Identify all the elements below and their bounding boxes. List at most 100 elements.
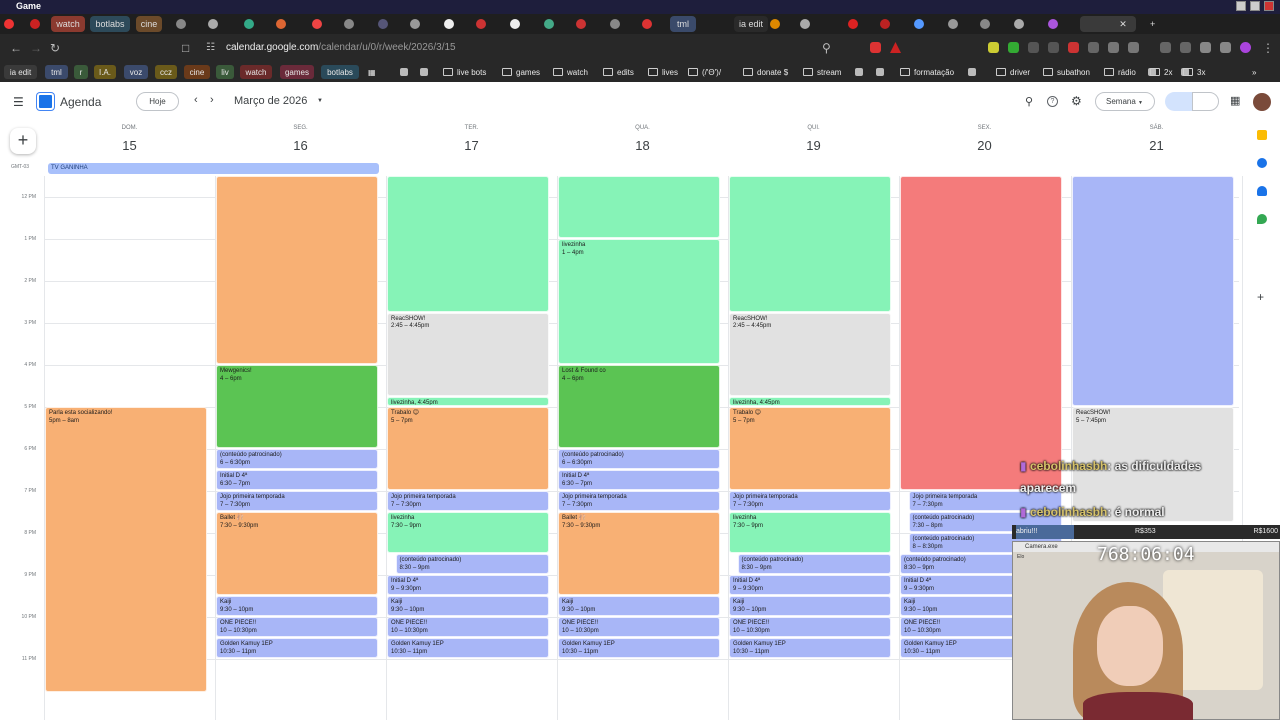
extension-icon[interactable] <box>1180 42 1191 53</box>
extension-icon[interactable] <box>1008 42 1019 53</box>
close-icon[interactable] <box>1264 1 1274 11</box>
zoom-icon[interactable]: ⚲ <box>822 41 831 55</box>
tab-favicon-icon[interactable] <box>208 19 218 29</box>
calendar-event[interactable]: ONE PIECE!! 10 – 10:30pm <box>387 617 549 637</box>
calendar-event[interactable]: livezinha, 4:45pm <box>729 396 891 406</box>
tasks-view-toggle[interactable] <box>1192 92 1219 111</box>
calendar-event[interactable]: ONE PIECE!! 10 – 10:30pm <box>558 617 720 637</box>
extension-icon[interactable] <box>1128 42 1139 53</box>
browser-tab[interactable]: botlabs <box>90 16 130 32</box>
tab-favicon-icon[interactable] <box>30 19 40 29</box>
bookmark-folder[interactable]: rádio <box>1104 65 1136 79</box>
calendar-event[interactable]: Initial D 4ª 9 – 9:30pm <box>729 575 891 595</box>
calendar-event[interactable]: Trabalo 😊 5 – 7pm <box>729 407 891 490</box>
extension-icon[interactable] <box>890 42 901 53</box>
tab-favicon-icon[interactable] <box>378 19 388 29</box>
get-addons-icon[interactable]: + <box>1257 290 1265 304</box>
day-number[interactable]: 16 <box>293 138 308 153</box>
bookmark-folder[interactable]: 3x <box>1183 65 1205 79</box>
tab-favicon-icon[interactable] <box>1048 19 1058 29</box>
maps-icon[interactable] <box>1257 214 1267 224</box>
address-bar[interactable]: calendar.google.com/calendar/u/0/r/week/… <box>200 39 920 57</box>
calendar-event[interactable]: Kaiji 9:30 – 10pm <box>729 596 891 616</box>
tab-favicon-icon[interactable] <box>476 19 486 29</box>
calendar-event[interactable]: Ballet 🩰 7:30 – 9:30pm <box>558 512 720 595</box>
contacts-icon[interactable] <box>1257 186 1267 196</box>
bookmark-folder[interactable]: live bots <box>443 65 486 79</box>
calendar-event[interactable]: (conteúdo patrocinado) 8:30 – 9pm <box>395 554 549 574</box>
minimize-icon[interactable] <box>1236 1 1246 11</box>
bookmark-favicon-icon[interactable] <box>1148 68 1156 76</box>
new-tab-icon[interactable]: + <box>1150 19 1156 29</box>
tab-favicon-icon[interactable] <box>276 19 286 29</box>
calendar-event[interactable]: Golden Kamuy 1EP 10:30 – 11pm <box>387 638 549 658</box>
bookmark-folder[interactable]: games <box>502 65 540 79</box>
search-icon[interactable]: ⚲ <box>1025 96 1034 108</box>
tab-favicon-icon[interactable] <box>980 19 990 29</box>
browser-tab[interactable]: tml <box>670 16 696 32</box>
browser-tab[interactable]: ia edit <box>734 16 768 32</box>
bookmark-chip[interactable]: tml <box>45 65 68 79</box>
bookmark-chip[interactable]: botlabs <box>321 65 359 79</box>
calendar-event[interactable]: Jojo primeira temporada 7 – 7:30pm <box>216 491 378 511</box>
day-number[interactable]: 19 <box>806 138 821 153</box>
bookmark-chip[interactable]: games <box>280 65 314 79</box>
bookmark-folder[interactable]: edits <box>603 65 634 79</box>
shield-icon[interactable] <box>1220 42 1231 53</box>
apps-grid-icon[interactable]: ▦ <box>1230 95 1241 107</box>
tab-favicon-icon[interactable] <box>770 19 780 29</box>
month-dropdown-icon[interactable]: ▼ <box>317 98 323 104</box>
calendar-event[interactable]: Jojo primeira temporada 7 – 7:30pm <box>558 491 720 511</box>
calendar-event[interactable]: (conteúdo patrocinado) 6 – 6:30pm <box>558 449 720 469</box>
calendar-event[interactable]: Jojo primeira temporada 7 – 7:30pm <box>729 491 891 511</box>
bookmark-favicon-icon[interactable] <box>1181 68 1189 76</box>
calendar-event[interactable]: Initial D 4ª 9 – 9:30pm <box>387 575 549 595</box>
bookmark-chip[interactable]: ccz <box>155 65 177 79</box>
bookmark-folder[interactable]: formatação <box>900 65 954 79</box>
restore-icon[interactable] <box>1250 1 1260 11</box>
bookmark-favicon-icon[interactable] <box>420 68 428 76</box>
avatar[interactable] <box>1253 93 1271 111</box>
calendar-event[interactable]: livezinha 7:30 – 9pm <box>729 512 891 553</box>
tab-favicon-icon[interactable] <box>544 19 554 29</box>
tab-favicon-icon[interactable] <box>510 19 520 29</box>
profile-icon[interactable] <box>1240 42 1251 53</box>
day-number[interactable]: 18 <box>635 138 650 153</box>
bookmark-folder[interactable]: subathon <box>1043 65 1090 79</box>
tab-favicon-icon[interactable] <box>344 19 354 29</box>
reload-icon[interactable]: ↻ <box>50 41 61 55</box>
calendar-event[interactable] <box>900 176 1062 490</box>
more-bookmarks-icon[interactable]: » <box>1252 67 1257 77</box>
tab-favicon-icon[interactable] <box>410 19 420 29</box>
tab-favicon-icon[interactable] <box>948 19 958 29</box>
apps-icon[interactable]: ▦ <box>368 67 376 77</box>
tab-favicon-icon[interactable] <box>312 19 322 29</box>
day-number[interactable]: 17 <box>464 138 479 153</box>
extension-icon[interactable] <box>1200 42 1211 53</box>
forward-icon[interactable]: → <box>30 41 42 55</box>
allday-event[interactable]: TV GANINHA <box>48 163 379 174</box>
calendar-event[interactable]: Golden Kamuy 1EP 10:30 – 11pm <box>216 638 378 658</box>
active-tab[interactable]: ✕ <box>1080 16 1136 32</box>
puzzle-icon[interactable] <box>1108 42 1119 53</box>
calendar-event[interactable]: ReacSHOW! 2:45 – 4:45pm <box>729 312 891 396</box>
bookmark-folder[interactable]: watch <box>553 65 588 79</box>
tab-favicon-icon[interactable] <box>1014 19 1024 29</box>
sidepanel-icon[interactable] <box>1160 42 1171 53</box>
bookmark-chip[interactable]: cine <box>184 65 210 79</box>
extension-icon[interactable] <box>1028 42 1039 53</box>
calendar-event[interactable]: Kaiji 9:30 – 10pm <box>387 596 549 616</box>
calendar-event[interactable] <box>387 176 549 312</box>
tab-favicon-icon[interactable] <box>914 19 924 29</box>
back-icon[interactable]: ← <box>10 41 22 55</box>
calendar-event[interactable]: Lost & Found co 4 – 6pm <box>558 365 720 448</box>
site-info-icon[interactable]: ☷ <box>206 42 215 53</box>
bookmark-folder[interactable]: donate $ <box>743 65 788 79</box>
tab-favicon-icon[interactable] <box>576 19 586 29</box>
bookmark-folder[interactable]: lives <box>648 65 678 79</box>
calendar-event[interactable]: livezinha, 4:45pm <box>387 396 549 406</box>
calendar-event[interactable]: Jojo primeira temporada 7 – 7:30pm <box>387 491 549 511</box>
browser-tab[interactable]: watch <box>51 16 85 32</box>
calendar-event[interactable]: livezinha 1 – 4pm <box>558 239 720 364</box>
tab-favicon-icon[interactable] <box>880 19 890 29</box>
